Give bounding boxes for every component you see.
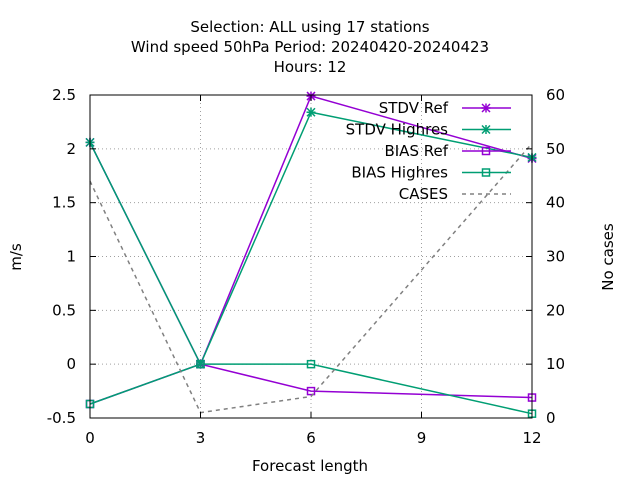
y-axis-label: m/s xyxy=(7,243,25,271)
y-tick-label: 0 xyxy=(66,355,76,373)
legend-label: STDV Highres xyxy=(346,121,449,139)
chart-title: Selection: ALL using 17 stations Wind sp… xyxy=(131,18,489,76)
title-line-3: Hours: 12 xyxy=(274,58,347,76)
legend-entry: STDV Highres xyxy=(346,121,511,139)
data-point xyxy=(481,168,491,177)
legend-label: BIAS Ref xyxy=(384,142,448,160)
legend-entry: BIAS Highres xyxy=(351,164,511,182)
series-bias-highres xyxy=(85,359,537,418)
series-stdv-highres xyxy=(85,107,537,369)
legend-label: STDV Ref xyxy=(379,99,449,117)
series-cases xyxy=(89,142,533,414)
y-tick-label: 1 xyxy=(66,248,76,266)
x-tick-label: 9 xyxy=(417,429,427,447)
legend: STDV Ref STDV Highres BIAS Ref BIAS Highres… xyxy=(346,99,511,203)
y2-tick-label: 60 xyxy=(546,86,565,104)
y-tick-label: 1.5 xyxy=(52,194,76,212)
series-line xyxy=(89,363,533,405)
y2-tick-label: 50 xyxy=(546,140,565,158)
y2-axis-label: No cases xyxy=(599,223,617,291)
legend-entry: BIAS Ref xyxy=(384,142,511,160)
y2-tick-label: 40 xyxy=(546,194,565,212)
legend-label: BIAS Highres xyxy=(351,164,448,182)
data-point xyxy=(481,146,491,156)
legend-entry: STDV Ref xyxy=(379,99,511,117)
data-point xyxy=(481,124,491,135)
x-tick-label: 12 xyxy=(522,429,541,447)
axis-ticks: 0 3 6 9 12 -0.5 0 0.5 1 1.5 2 2.5 0 10 20 30 40 50 60 xyxy=(47,86,565,447)
data-point xyxy=(481,103,491,113)
legend-entry: CASES xyxy=(399,185,511,203)
legend-label: CASES xyxy=(399,185,448,203)
x-tick-label: 6 xyxy=(306,429,316,447)
x-axis-label: Forecast length xyxy=(252,457,368,475)
data-point xyxy=(306,107,316,117)
series-line xyxy=(89,111,533,366)
data-point xyxy=(306,359,316,369)
data-point xyxy=(196,359,205,369)
title-line-2: Wind speed 50hPa Period: 20240420-202404… xyxy=(131,38,489,56)
title-line-1: Selection: ALL using 17 stations xyxy=(190,18,429,36)
x-tick-label: 3 xyxy=(196,429,206,447)
y2-tick-label: 0 xyxy=(546,409,556,427)
data-point xyxy=(306,386,316,396)
y2-tick-label: 20 xyxy=(546,301,565,319)
y-tick-label: 2 xyxy=(66,140,76,158)
series-line xyxy=(89,363,533,415)
series-line xyxy=(89,142,533,414)
y-tick-label: 0.5 xyxy=(52,301,76,319)
y2-tick-label: 10 xyxy=(546,355,565,373)
y2-tick-label: 30 xyxy=(546,248,565,266)
series-group xyxy=(85,91,537,418)
y-tick-label: -0.5 xyxy=(47,409,76,427)
y-tick-label: 2.5 xyxy=(52,86,76,104)
x-tick-label: 0 xyxy=(85,429,95,447)
